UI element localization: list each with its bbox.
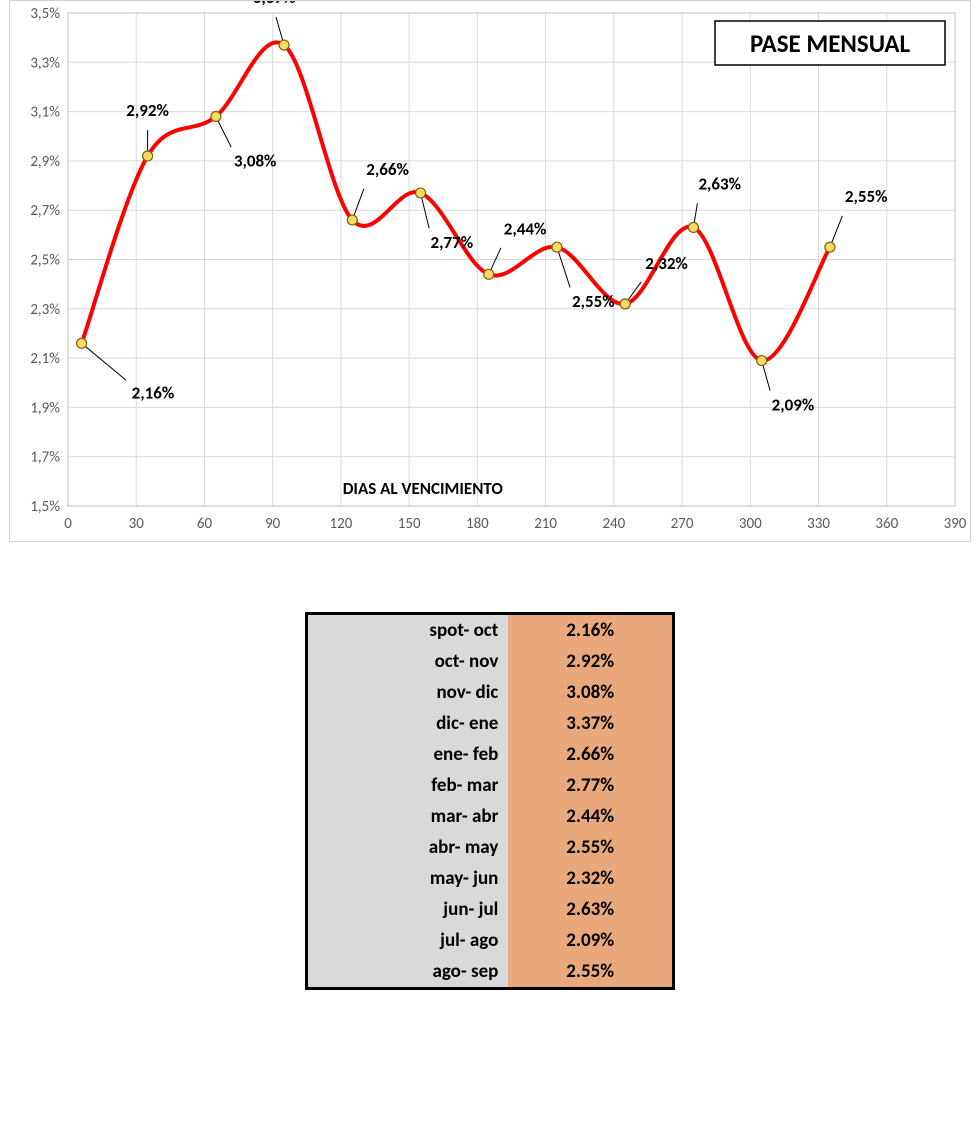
y-tick-label: 1,7%: [30, 449, 60, 467]
value-cell: 3.08%: [508, 677, 673, 708]
data-label: 2,66%: [366, 159, 409, 180]
y-tick-label: 3,3%: [30, 54, 60, 72]
x-axis-title: DIAS AL VENCIMIENTO: [343, 478, 504, 499]
period-cell: spot- oct: [307, 614, 509, 647]
data-label: 2,32%: [645, 253, 688, 274]
table-row: abr- may2.55%: [307, 832, 674, 863]
x-tick-label: 0: [64, 515, 72, 533]
x-tick-label: 330: [807, 515, 830, 533]
period-cell: may- jun: [307, 863, 509, 894]
x-tick-label: 300: [739, 515, 762, 533]
value-cell: 2.09%: [508, 925, 673, 956]
data-marker: [757, 356, 767, 366]
period-cell: feb- mar: [307, 770, 509, 801]
y-tick-label: 2,9%: [30, 153, 60, 171]
data-marker: [347, 215, 357, 225]
value-cell: 2.55%: [508, 956, 673, 989]
data-marker: [416, 188, 426, 198]
data-label: 2,92%: [126, 100, 169, 121]
table-row: dic- ene3.37%: [307, 708, 674, 739]
pase-mensual-chart: 1,5% 1,7% 1,9% 2,1% 2,3% 2,5% 2,7% 2,9% 3,1% 3,3%…: [9, 0, 971, 542]
x-tick-label: 240: [602, 515, 625, 533]
data-marker: [825, 242, 835, 252]
y-tick-label: 2,1%: [30, 350, 60, 368]
period-cell: abr- may: [307, 832, 509, 863]
data-label: 2,16%: [132, 382, 175, 403]
y-tick-label: 2,7%: [30, 202, 60, 220]
data-label: 2,55%: [572, 291, 615, 312]
data-marker: [620, 299, 630, 309]
y-tick-label: 2,5%: [30, 252, 60, 270]
y-tick-label: 1,9%: [30, 399, 60, 417]
value-cell: 2.63%: [508, 894, 673, 925]
table-row: jul- ago2.09%: [307, 925, 674, 956]
value-cell: 2.66%: [508, 739, 673, 770]
data-label: 3,08%: [234, 151, 277, 172]
period-cell: nov- dic: [307, 677, 509, 708]
period-cell: oct- nov: [307, 646, 509, 677]
period-cell: ene- feb: [307, 739, 509, 770]
data-table: spot- oct2.16%oct- nov2.92%nov- dic3.08%…: [305, 612, 675, 990]
data-marker: [279, 40, 289, 50]
x-tick-label: 360: [875, 515, 898, 533]
table-row: ene- feb2.66%: [307, 739, 674, 770]
table-row: may- jun2.32%: [307, 863, 674, 894]
period-cell: ago- sep: [307, 956, 509, 989]
data-marker: [552, 242, 562, 252]
value-cell: 2.16%: [508, 614, 673, 647]
x-tick-label: 210: [534, 515, 557, 533]
data-marker: [143, 151, 153, 161]
table-row: mar- abr2.44%: [307, 801, 674, 832]
data-label: 2,77%: [431, 232, 474, 253]
data-marker: [484, 269, 494, 279]
data-label: 2,09%: [772, 395, 815, 416]
x-tick-label: 90: [265, 515, 281, 533]
y-tick-label: 2,3%: [30, 301, 60, 319]
value-cell: 2.77%: [508, 770, 673, 801]
table-row: feb- mar2.77%: [307, 770, 674, 801]
table-row: nov- dic3.08%: [307, 677, 674, 708]
value-cell: 2.92%: [508, 646, 673, 677]
table-row: jun- jul2.63%: [307, 894, 674, 925]
x-tick-label: 120: [330, 515, 353, 533]
value-cell: 2.32%: [508, 863, 673, 894]
period-cell: mar- abr: [307, 801, 509, 832]
data-table-wrap: spot- oct2.16%oct- nov2.92%nov- dic3.08%…: [305, 612, 675, 990]
x-tick-label: 60: [197, 515, 213, 533]
data-label: 2,63%: [698, 173, 741, 194]
chart-svg: 1,5% 1,7% 1,9% 2,1% 2,3% 2,5% 2,7% 2,9% 3,1% 3,3%…: [10, 1, 970, 541]
y-tick-label: 3,5%: [30, 5, 60, 23]
value-cell: 3.37%: [508, 708, 673, 739]
period-cell: jun- jul: [307, 894, 509, 925]
data-marker: [211, 112, 221, 122]
data-marker: [688, 222, 698, 232]
x-tick-label: 390: [944, 515, 967, 533]
period-cell: dic- ene: [307, 708, 509, 739]
value-cell: 2.44%: [508, 801, 673, 832]
x-tick-label: 150: [398, 515, 421, 533]
period-cell: jul- ago: [307, 925, 509, 956]
table-row: ago- sep2.55%: [307, 956, 674, 989]
y-tick-label: 3,1%: [30, 104, 60, 122]
x-tick-label: 180: [466, 515, 489, 533]
data-label: 3,37%: [253, 1, 296, 8]
table-row: spot- oct2.16%: [307, 614, 674, 647]
x-tick-label: 270: [671, 515, 694, 533]
x-tick-label: 30: [129, 515, 145, 533]
data-label: 2,55%: [845, 186, 888, 207]
data-label: 2,44%: [504, 218, 547, 239]
data-marker: [77, 338, 87, 348]
value-cell: 2.55%: [508, 832, 673, 863]
y-tick-label: 1,5%: [30, 498, 60, 516]
table-row: oct- nov2.92%: [307, 646, 674, 677]
chart-title: PASE MENSUAL: [750, 28, 911, 59]
